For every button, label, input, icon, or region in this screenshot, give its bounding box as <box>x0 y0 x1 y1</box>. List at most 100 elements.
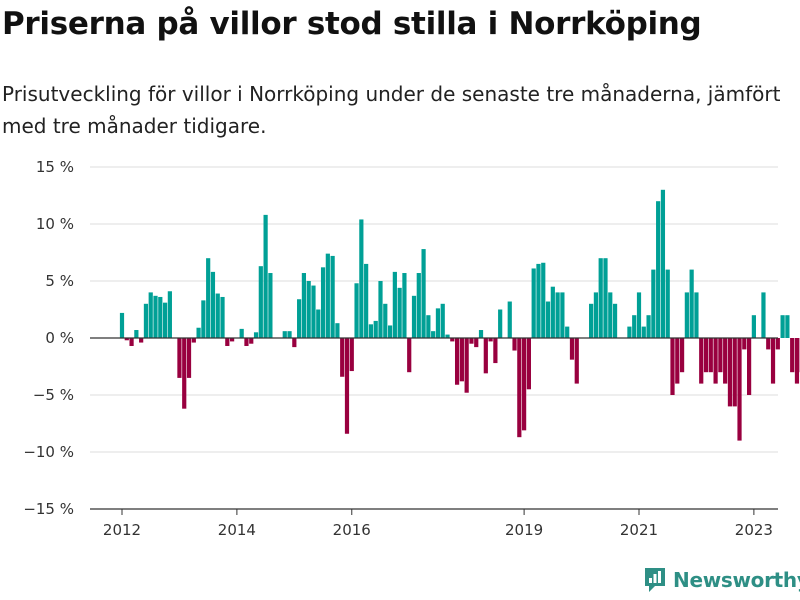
bar <box>206 258 211 338</box>
bar <box>450 338 455 342</box>
bar <box>416 273 421 338</box>
bar <box>335 323 340 338</box>
bar <box>565 326 570 338</box>
bar <box>469 338 474 344</box>
bar <box>368 324 374 338</box>
bar <box>182 338 187 409</box>
bar <box>158 296 163 338</box>
bar <box>454 338 460 385</box>
bar <box>651 269 656 338</box>
bar <box>636 292 642 338</box>
x-tick-label: 2023 <box>735 521 773 539</box>
bar <box>589 303 594 338</box>
bar <box>421 249 426 338</box>
bar <box>263 214 268 338</box>
bar <box>387 325 393 338</box>
bar <box>483 338 488 374</box>
bar <box>210 271 216 338</box>
bar <box>297 299 302 338</box>
x-tick-label: 2021 <box>620 521 658 539</box>
bar <box>134 330 139 338</box>
bar <box>258 266 263 338</box>
bar <box>550 286 555 338</box>
bar <box>383 303 388 338</box>
bar <box>785 315 790 338</box>
y-tick-label: −10 % <box>23 443 74 461</box>
bar <box>340 338 345 377</box>
bar <box>684 292 689 338</box>
bar-chart: 15 % 10 % 5 % 0 % −5 % −10 % −15 % 2012 2014 2016… <box>23 158 800 539</box>
bar <box>244 338 249 346</box>
bar <box>598 258 603 338</box>
bar <box>675 338 680 384</box>
y-tick-label: 5 % <box>45 272 74 290</box>
bar <box>153 295 158 338</box>
bar <box>268 273 273 338</box>
bar <box>320 267 326 338</box>
bar <box>665 269 670 338</box>
bar <box>196 327 201 338</box>
bar <box>378 281 383 338</box>
bar <box>670 338 675 395</box>
bar <box>718 338 723 373</box>
bar <box>593 292 599 338</box>
bar <box>162 302 168 338</box>
bar <box>790 338 795 373</box>
axes <box>90 337 778 515</box>
bar <box>445 334 450 338</box>
bar <box>354 283 359 338</box>
bar <box>574 338 579 384</box>
bar <box>426 315 431 338</box>
bar <box>723 338 728 384</box>
bar <box>608 292 613 338</box>
bar <box>679 338 685 373</box>
bar <box>177 338 182 378</box>
bar <box>253 332 259 338</box>
bar <box>536 263 541 338</box>
bar <box>201 300 206 338</box>
x-tick-label: 2016 <box>333 521 371 539</box>
bar <box>325 253 330 338</box>
bar <box>569 338 575 360</box>
bar <box>124 338 129 341</box>
bar <box>517 338 522 438</box>
bar <box>742 338 747 350</box>
bar <box>641 326 646 338</box>
bar <box>373 320 378 338</box>
bar <box>531 268 536 338</box>
bar <box>464 338 469 393</box>
bar <box>459 338 464 382</box>
bar <box>440 303 445 338</box>
bar <box>282 331 287 338</box>
bar <box>249 338 254 344</box>
x-tick-label: 2012 <box>103 521 141 539</box>
bar <box>287 331 292 338</box>
bar <box>215 293 220 338</box>
bar <box>507 301 512 338</box>
bar <box>541 262 546 338</box>
bar <box>143 303 149 338</box>
y-tick-label: −15 % <box>23 500 74 518</box>
bar <box>794 338 800 384</box>
bar <box>139 338 144 343</box>
bar <box>359 219 364 338</box>
bar <box>646 315 651 338</box>
bar <box>292 338 297 348</box>
bar <box>191 338 196 343</box>
bar <box>119 312 125 338</box>
bar <box>737 338 742 441</box>
bar <box>411 295 417 338</box>
bar <box>239 328 244 338</box>
y-tick-label: 15 % <box>36 158 74 176</box>
bar <box>402 273 407 338</box>
bar <box>431 331 436 338</box>
bar <box>627 326 632 338</box>
bar <box>699 338 704 384</box>
bar <box>545 301 551 338</box>
bar <box>220 296 225 338</box>
y-tick-label: 10 % <box>36 215 74 233</box>
bar <box>148 292 153 338</box>
bar <box>780 315 785 338</box>
bar <box>474 338 479 348</box>
bar <box>689 269 694 338</box>
